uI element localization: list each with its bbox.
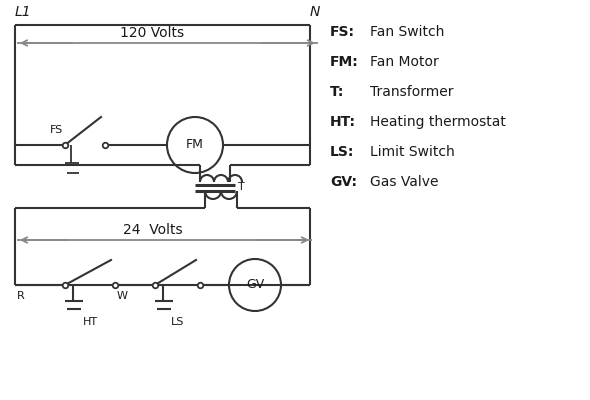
Text: GV:: GV: xyxy=(330,175,357,189)
Text: Limit Switch: Limit Switch xyxy=(370,145,455,159)
Text: 24  Volts: 24 Volts xyxy=(123,223,182,237)
Text: Fan Motor: Fan Motor xyxy=(370,55,439,69)
Text: HT:: HT: xyxy=(330,115,356,129)
Text: FM: FM xyxy=(186,138,204,152)
Text: Gas Valve: Gas Valve xyxy=(370,175,438,189)
Text: LS: LS xyxy=(171,317,184,327)
Text: 120 Volts: 120 Volts xyxy=(120,26,185,40)
Text: FS: FS xyxy=(50,125,63,135)
Text: LS:: LS: xyxy=(330,145,355,159)
Text: FS:: FS: xyxy=(330,25,355,39)
Text: Fan Switch: Fan Switch xyxy=(370,25,444,39)
Text: FM:: FM: xyxy=(330,55,359,69)
Text: T:: T: xyxy=(330,85,345,99)
Text: R: R xyxy=(17,291,25,301)
Text: Transformer: Transformer xyxy=(370,85,454,99)
Text: Heating thermostat: Heating thermostat xyxy=(370,115,506,129)
Text: L1: L1 xyxy=(15,5,32,19)
Text: GV: GV xyxy=(246,278,264,292)
Text: T: T xyxy=(238,182,245,192)
Text: W: W xyxy=(117,291,128,301)
Text: HT: HT xyxy=(83,317,97,327)
Text: N: N xyxy=(310,5,320,19)
